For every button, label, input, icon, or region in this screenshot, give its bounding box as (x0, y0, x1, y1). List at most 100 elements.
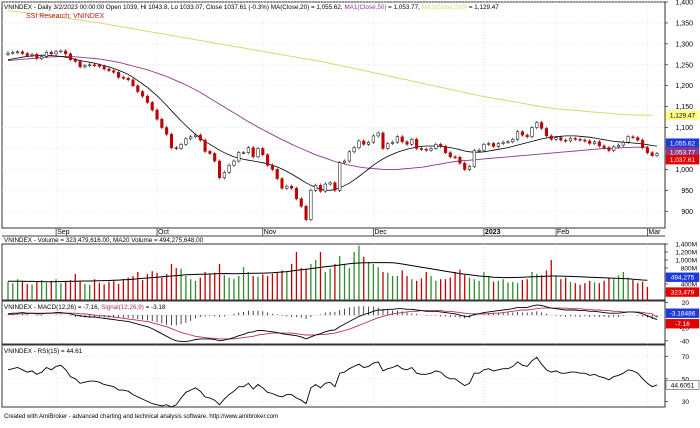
candle-down (564, 139, 568, 142)
candle-up (376, 132, 380, 137)
candle-down (540, 122, 544, 129)
candle-down (491, 143, 496, 147)
candle-down (333, 182, 337, 191)
candle-up (626, 136, 630, 143)
candle-up (237, 152, 241, 162)
macd-line (7, 304, 658, 342)
month-label: Mar (648, 229, 661, 236)
candle-down (636, 137, 640, 141)
candle-down (463, 162, 467, 170)
candle-down (631, 136, 635, 139)
macd-signal-value-label: -3.18486 (670, 311, 696, 318)
volume-tick-label: 800M (681, 266, 697, 273)
candle-up (16, 51, 20, 54)
title-segment: = 1,129.47 (467, 4, 499, 11)
candle-up (83, 65, 87, 68)
macd-tick-label: 20 (682, 300, 690, 307)
candle-up (30, 54, 34, 56)
candle-down (155, 109, 159, 120)
panel-frame-price (1, 1, 666, 229)
candle-down (261, 148, 265, 156)
candle-down (35, 54, 39, 59)
title-segment: VNINDEX - (4, 304, 38, 311)
candle-up (477, 149, 481, 152)
candle-down (275, 169, 279, 179)
candle-up (506, 141, 510, 144)
rsi-tick-label: 50 (682, 376, 690, 383)
candle-down (117, 72, 121, 78)
candle-down (169, 134, 174, 148)
title-segment: VNINDEX - Daily 3/2/2023 00:00:00 Open 1… (4, 4, 271, 11)
candle-up (429, 148, 433, 151)
candle-up (54, 51, 58, 55)
candle-up (352, 147, 356, 153)
candle-down (304, 205, 308, 220)
candle-down (544, 128, 548, 137)
candle-down (145, 95, 149, 103)
candle-down (78, 61, 82, 68)
candle-down (131, 79, 135, 86)
rsi-tick-label: 70 (682, 354, 690, 361)
candle-up (338, 162, 342, 191)
candle-up (496, 143, 500, 147)
candle-up (285, 185, 289, 189)
candle-up (323, 183, 327, 192)
candle-up (482, 144, 486, 151)
candle-down (443, 146, 448, 153)
volume-value-label: 323,479 (671, 290, 695, 297)
candle-down (602, 145, 606, 148)
candle-down (68, 53, 73, 61)
title-segment: Signal(12,26,9) (101, 304, 144, 311)
candle-up (189, 136, 193, 140)
candle-down (419, 148, 423, 150)
candle-up (193, 134, 198, 138)
candle-down (405, 141, 409, 145)
candle-up (621, 141, 625, 146)
candle-up (227, 164, 231, 173)
price-value-label: 1,053.77 (670, 149, 696, 156)
price-value-label-box (665, 154, 700, 165)
candle-up (367, 141, 371, 145)
candle-down (520, 131, 524, 136)
candle-down (400, 136, 404, 143)
candle-up (516, 131, 520, 140)
title-segment: = -7.16, (76, 304, 101, 311)
candle-down (270, 164, 274, 170)
volume-ma-value-label-box (665, 272, 700, 282)
candle-down (251, 147, 255, 158)
candle-down (549, 135, 553, 140)
candle-up (467, 166, 472, 170)
candle-up (44, 51, 49, 57)
candle-down (381, 132, 385, 149)
ma200-line (7, 9, 653, 116)
candle-down (280, 178, 284, 189)
price-tick-label: 1,200 (675, 83, 693, 90)
title-segment: = 1,055.62, (309, 4, 344, 11)
volume-value-label-box (665, 287, 700, 297)
candle-up (59, 50, 63, 53)
volume-ma-value-label: 494,275 (671, 275, 695, 282)
candle-up (511, 139, 515, 143)
candle-up (501, 141, 505, 144)
candle-up (386, 143, 390, 149)
price-tick-label: 1,300 (675, 41, 693, 48)
volume-tick-label: 1,400M (675, 242, 697, 249)
candle-down (107, 68, 111, 71)
month-label: Feb (557, 229, 569, 236)
candle-down (217, 160, 222, 179)
candle-up (40, 56, 44, 59)
title-segment: MA(Close,20) (271, 4, 310, 11)
candle-down (578, 139, 582, 141)
volume-tick-label: 400M (681, 282, 697, 289)
ma50-line (7, 55, 648, 170)
price-value-label-box (665, 110, 700, 120)
candle-down (453, 156, 457, 159)
candle-up (472, 150, 476, 167)
candle-up (535, 122, 539, 128)
title-segment: MA1(Close,50) (344, 4, 386, 11)
price-tick-label: 1,350 (675, 20, 693, 27)
candle-up (655, 153, 659, 156)
price-tick-label: 900 (681, 209, 693, 216)
rsi-value-label-box (665, 380, 700, 390)
